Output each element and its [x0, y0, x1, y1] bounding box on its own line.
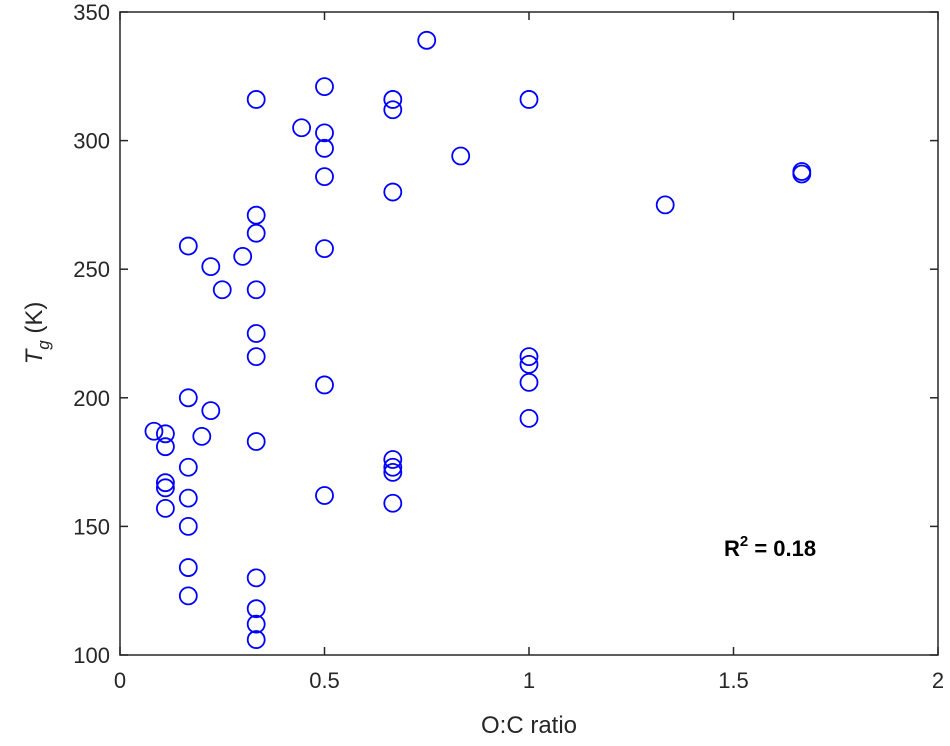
data-point [246, 205, 266, 225]
data-point [315, 239, 334, 259]
data-point [655, 195, 675, 215]
data-point [246, 568, 266, 588]
data-point [246, 347, 266, 367]
data-point [246, 432, 266, 451]
data-point [383, 182, 403, 202]
data-point [383, 493, 403, 513]
y-tick-label: 300 [73, 129, 110, 154]
y-tick-label: 350 [73, 0, 110, 25]
r-squared-base: R [724, 536, 740, 561]
data-point [246, 324, 266, 343]
data-point [201, 257, 221, 277]
data-point [192, 426, 212, 446]
data-point [178, 586, 198, 606]
data-point [417, 30, 437, 50]
r-squared-annotation: R2 = 0.18 [724, 533, 816, 561]
data-point [155, 498, 175, 518]
x-tick-label: 0.5 [309, 668, 340, 693]
data-point [155, 478, 175, 498]
y-tick-label: 100 [73, 643, 110, 668]
data-point [383, 462, 403, 482]
data-point [315, 167, 334, 187]
data-point [155, 424, 175, 444]
data-point [246, 599, 266, 619]
y-axis-label-sub: g [34, 340, 53, 350]
r-squared-value: = 0.18 [748, 536, 816, 561]
x-tick-label: 0 [114, 668, 126, 693]
data-point [144, 421, 164, 441]
x-axis-ticks: 0 0.5 1 1.5 2 [114, 12, 944, 693]
data-points [144, 30, 812, 649]
data-point [246, 90, 266, 109]
r-squared-sup: 2 [740, 533, 748, 550]
data-point [519, 347, 539, 367]
x-axis-label: O:C ratio [481, 712, 577, 739]
data-point [383, 450, 403, 469]
y-tick-label: 250 [73, 257, 110, 282]
data-point [315, 77, 334, 96]
data-point [246, 223, 266, 243]
y-tick-label: 150 [73, 514, 110, 539]
data-point [792, 164, 812, 184]
y-axis-label-unit: (K) [21, 302, 48, 341]
data-point [383, 457, 403, 477]
y-axis-label: Tg (K) [21, 302, 53, 365]
data-point [383, 90, 403, 109]
data-point [519, 408, 539, 428]
x-tick-label: 1.5 [718, 668, 749, 693]
data-point [315, 375, 334, 395]
data-point [292, 118, 311, 138]
data-point [383, 100, 403, 120]
data-point [519, 90, 539, 109]
data-point [246, 280, 266, 300]
y-axis-label-main: T [21, 347, 48, 364]
data-point [233, 246, 253, 266]
data-point [212, 280, 232, 300]
plot-area [120, 12, 938, 655]
data-point [178, 517, 198, 536]
data-point [178, 457, 198, 477]
data-point [519, 372, 539, 392]
data-point [178, 488, 198, 508]
data-point [155, 437, 175, 457]
data-point [155, 473, 175, 493]
data-point [451, 146, 471, 166]
x-tick-label: 1 [523, 668, 535, 693]
data-point [315, 486, 334, 505]
x-tick-label: 2 [932, 668, 944, 693]
y-axis-ticks: 100 150 200 250 300 350 [73, 0, 938, 668]
data-point [201, 401, 221, 421]
data-point [519, 354, 539, 374]
data-point [178, 388, 198, 408]
data-point [178, 558, 198, 577]
data-point [178, 236, 198, 256]
data-point [315, 123, 334, 143]
data-point [246, 630, 266, 649]
y-tick-label: 200 [73, 386, 110, 411]
data-point [246, 614, 266, 634]
data-point [315, 138, 334, 158]
